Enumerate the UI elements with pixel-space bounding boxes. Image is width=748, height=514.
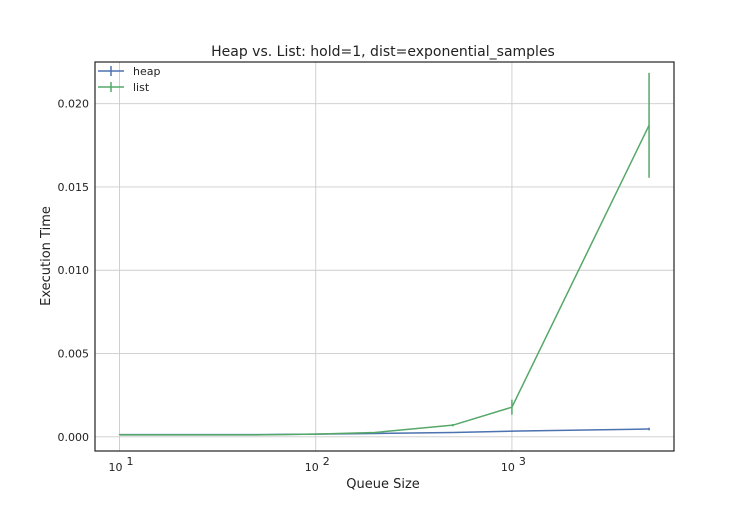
y-tick-label: 0.020 xyxy=(58,98,90,111)
chart-title: Heap vs. List: hold=1, dist=exponential_… xyxy=(211,44,555,60)
y-tick-label: 0.015 xyxy=(58,181,90,194)
legend: heap list xyxy=(98,65,160,94)
legend-heap-label: heap xyxy=(133,65,160,78)
y-tick-label: 0.000 xyxy=(58,431,90,444)
x-tick-label: 10 xyxy=(305,461,319,474)
x-tick-exponent: 3 xyxy=(519,455,526,468)
grid xyxy=(95,62,674,451)
tick-labels: 0.000 0.005 0.010 0.015 0.020 10 1 10 2 10 3 xyxy=(58,98,526,474)
x-tick-exponent: 1 xyxy=(127,455,134,468)
x-axis-title: Queue Size xyxy=(346,477,420,492)
plot-frame xyxy=(94,61,675,452)
x-tick-label: 10 xyxy=(501,461,515,474)
y-axis-title: Execution Time xyxy=(39,206,54,306)
y-tick-label: 0.010 xyxy=(58,264,90,277)
legend-list-label: list xyxy=(133,81,150,94)
x-tick-exponent: 2 xyxy=(323,455,330,468)
x-tick-label: 10 xyxy=(109,461,123,474)
series-layer xyxy=(118,72,650,436)
y-tick-label: 0.005 xyxy=(58,348,90,361)
